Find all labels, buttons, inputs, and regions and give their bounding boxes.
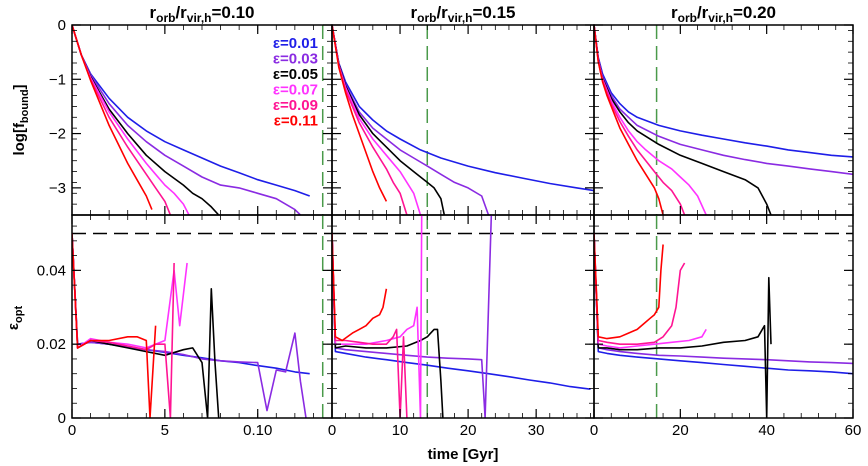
x-ticks <box>593 215 854 418</box>
x-tick-label: 10 <box>392 422 409 439</box>
series-line <box>594 233 707 349</box>
y-axis-label-bottom: εopt <box>5 306 25 331</box>
panel-0-row-0: 0 −1 −2 −3 <box>49 17 333 216</box>
legend-entry: ε=0.03 <box>273 51 318 68</box>
panel-2-row-0 <box>593 24 854 216</box>
x-tick-label: 60 <box>845 422 862 439</box>
series-line <box>332 233 388 342</box>
panel-1-row-1: 0 10 20 30 <box>328 214 595 439</box>
y-ticks <box>594 225 853 419</box>
plot-area <box>72 25 324 215</box>
x-tick-label: 0.10 <box>243 422 272 439</box>
series-line <box>72 25 172 215</box>
series-line <box>594 25 686 215</box>
panel-title-0: rorb/rvir,h=0.10 <box>149 3 254 25</box>
x-tick-label: 20 <box>672 422 689 439</box>
series-line <box>332 25 388 202</box>
y-ticks <box>594 24 853 216</box>
series-line <box>332 25 422 215</box>
series-line <box>594 25 853 158</box>
y-tick-label: 0.04 <box>37 262 66 279</box>
panel-frame <box>593 24 854 216</box>
x-ticks <box>331 25 591 215</box>
series-line <box>72 233 188 349</box>
y-tick-label: 0 <box>58 17 66 34</box>
panel-titles: rorb/rvir,h=0.10 rorb/rvir,h=0.15 rorb/rvi… <box>149 3 776 25</box>
plot-area <box>332 25 594 215</box>
x-tick-label: 30 <box>528 422 545 439</box>
series-line <box>594 25 853 176</box>
series-line <box>72 25 301 215</box>
x-tick-label: 0 <box>328 422 336 439</box>
y-tick-label: −1 <box>49 71 66 88</box>
x-tick-label: 5 <box>161 422 169 439</box>
x-tick-label: 40 <box>758 422 775 439</box>
y-ticks <box>332 225 594 419</box>
series-line <box>332 215 423 418</box>
plot-panels: 0 −1 −2 −3 0 0.02 0.04 0 5 0.10 0 10 20 30 0 20 40 60 <box>37 17 862 439</box>
series-line <box>72 25 220 215</box>
series-line <box>594 233 686 346</box>
axis-titles: time [Gyr] log[fbound] εopt <box>5 84 498 463</box>
series-line <box>594 25 664 215</box>
series-line <box>72 25 310 197</box>
y-tick-label: 0.02 <box>37 336 66 353</box>
y-tick-label: −2 <box>49 126 66 143</box>
panel-2-row-1: 0 20 40 60 <box>590 214 862 439</box>
series-line <box>332 233 591 390</box>
panel-0-row-1: 0 0.02 0.04 0 5 0.10 <box>37 214 333 439</box>
y-ticks <box>72 24 332 216</box>
series-line <box>594 233 853 365</box>
series-line <box>332 25 408 215</box>
series-line <box>594 25 772 215</box>
x-ticks <box>593 25 854 215</box>
x-ticks <box>331 215 591 418</box>
series-line <box>72 233 307 418</box>
legend-entry: ε=0.09 <box>273 97 318 114</box>
series-line <box>594 25 707 215</box>
y-tick-label: 0 <box>58 410 66 427</box>
series-line <box>72 25 153 210</box>
series-line <box>332 25 594 192</box>
panel-frame <box>71 214 333 419</box>
x-tick-label: 0 <box>68 422 76 439</box>
series-line <box>72 233 220 418</box>
series-line <box>594 233 853 375</box>
x-ticks <box>71 215 333 418</box>
y-ticks <box>332 24 594 216</box>
series-line <box>332 233 408 418</box>
series-line <box>72 233 310 375</box>
series-line <box>332 233 444 418</box>
legend-entry: ε=0.11 <box>274 113 318 130</box>
x-tick-label: 20 <box>460 422 477 439</box>
plot-area <box>332 215 594 418</box>
legend-entry: ε=0.05 <box>273 66 318 83</box>
legend-entry: ε=0.07 <box>273 82 318 99</box>
y-tick-label: −3 <box>49 180 66 197</box>
x-tick-label: 0 <box>590 422 598 439</box>
panel-title-2: rorb/rvir,h=0.20 <box>671 3 776 25</box>
panel-frame <box>593 214 854 419</box>
series-line <box>72 233 157 418</box>
x-ticks <box>71 25 333 215</box>
legend: ε=0.01ε=0.03ε=0.05ε=0.07ε=0.09ε=0.11 <box>273 35 318 130</box>
y-ticks <box>72 225 332 419</box>
x-axis-label: time [Gyr] <box>428 446 499 463</box>
panel-frame <box>331 214 595 419</box>
plot-area <box>594 215 853 418</box>
panel-title-1: rorb/rvir,h=0.15 <box>410 3 515 25</box>
series-line <box>332 215 493 418</box>
series-line <box>594 233 664 340</box>
series-line <box>594 233 772 418</box>
plot-area <box>72 215 332 418</box>
series-line <box>72 233 175 418</box>
panel-1-row-0 <box>331 24 595 216</box>
legend-entry: ε=0.01 <box>273 35 318 52</box>
y-axis-label-top: log[fbound] <box>11 84 31 155</box>
plot-area <box>594 25 853 215</box>
